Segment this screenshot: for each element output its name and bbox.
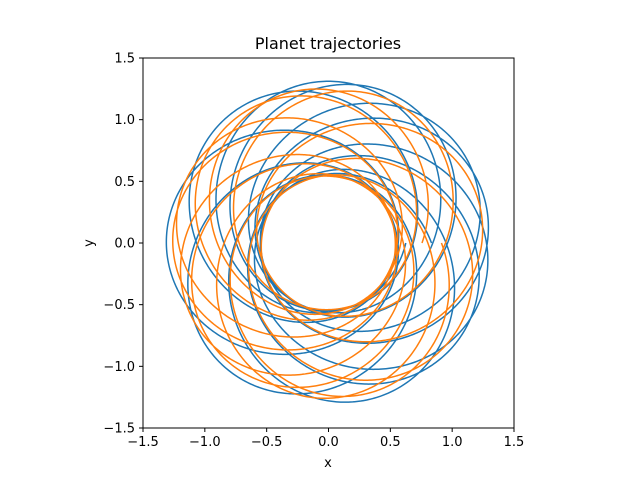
y-axis: −1.5 −1.0 −0.5 0.0 0.5 1.0 1.5 [103,52,143,437]
y-tick-label: 0.0 [114,237,135,252]
y-tick-label: 1.0 [114,113,135,128]
y-tick-label: −1.0 [103,360,135,375]
x-axis-label: x [324,456,332,471]
y-tick-label: 0.5 [114,175,135,190]
series-layer [165,80,490,403]
x-axis: −1.5 −1.0 −0.5 0.0 0.5 1.0 1.5 [127,428,524,450]
y-tick-label: 1.5 [114,52,135,67]
x-tick-label: 0.5 [380,435,401,450]
x-tick-label: 0.0 [318,435,339,450]
y-tick-label: −0.5 [103,298,135,313]
chart-title: Planet trajectories [255,34,401,53]
y-tick-label: −1.5 [103,422,135,437]
y-axis-label: y [82,239,97,247]
x-tick-label: −1.0 [189,435,221,450]
trajectory-line-2 [171,88,484,400]
x-tick-label: 1.0 [442,435,463,450]
x-tick-label: 1.5 [504,435,525,450]
x-tick-label: −0.5 [251,435,283,450]
x-tick-label: −1.5 [127,435,159,450]
